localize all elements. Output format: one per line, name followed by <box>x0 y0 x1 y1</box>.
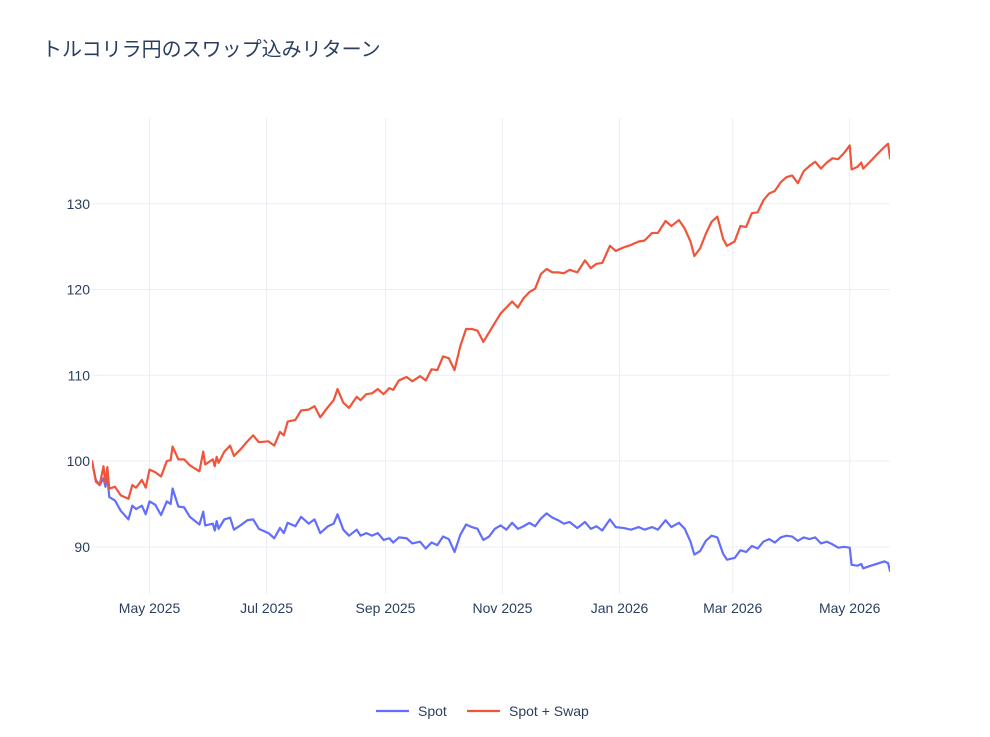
legend-item-label: Spot <box>418 703 447 719</box>
y-gridlines <box>92 203 890 548</box>
x-gridlines <box>149 118 851 594</box>
y-axis-ticks: 90 100 110 120 130 <box>67 196 91 555</box>
x-tick-label: Nov 2025 <box>473 600 533 616</box>
y-tick-label: 120 <box>67 282 91 298</box>
x-tick-label: Jul 2025 <box>240 600 293 616</box>
legend: Spot Spot + Swap <box>376 703 589 719</box>
x-axis-ticks: May 2025 Jul 2025 Sep 2025 Nov 2025 Jan 2026… <box>119 600 881 616</box>
x-tick-label: Sep 2025 <box>356 600 416 616</box>
series-layer <box>92 142 890 572</box>
y-tick-label: 90 <box>74 539 90 555</box>
x-tick-label: Jan 2026 <box>591 600 649 616</box>
y-tick-label: 100 <box>67 453 91 469</box>
y-tick-label: 110 <box>68 367 91 383</box>
legend-item-label: Spot + Swap <box>509 703 589 719</box>
series-line-spot-swap <box>92 142 890 500</box>
y-tick-label: 130 <box>67 196 91 212</box>
x-tick-label: May 2025 <box>119 600 181 616</box>
x-tick-label: Mar 2026 <box>703 600 762 616</box>
series-line-spot <box>92 459 890 572</box>
chart-title: トルコリラ円のスワップ込みリターン <box>42 37 381 61</box>
x-tick-label: May 2026 <box>819 600 881 616</box>
